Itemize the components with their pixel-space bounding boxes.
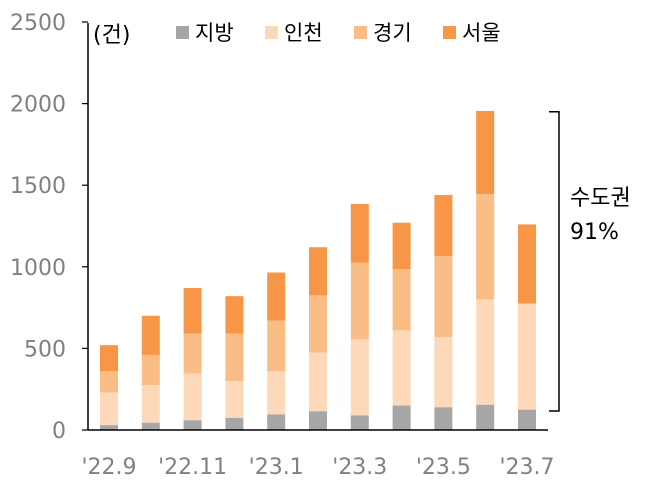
y-tick-label: 500	[24, 337, 66, 362]
bar-segment	[100, 345, 118, 372]
annotation-bracket: 수도권 91%	[549, 111, 631, 412]
legend-item: 경기	[354, 21, 412, 45]
bar-segment	[476, 194, 495, 300]
bar-segment	[350, 203, 369, 263]
bar-stack	[309, 247, 327, 430]
bar-segment	[183, 420, 202, 430]
x-tick-label: '23.5	[416, 455, 471, 480]
bar-segment	[434, 194, 453, 257]
y-tick-label: 2500	[10, 11, 66, 36]
bar-segment	[392, 222, 411, 270]
legend-label: 인천	[284, 21, 323, 45]
legend-item: 인천	[265, 21, 323, 45]
bar-segment	[100, 425, 118, 430]
legend-item: 지방	[176, 21, 234, 45]
bar-segment	[518, 409, 536, 430]
bar-segment	[267, 371, 286, 415]
bar-segment	[267, 272, 286, 321]
bar-segment	[518, 224, 536, 304]
y-tick-label: 1000	[10, 256, 66, 281]
bar-stack	[267, 272, 286, 430]
bar-segment	[434, 407, 453, 430]
bar-segment	[392, 405, 411, 430]
x-axis-ticks: '22.9 '22.11 '23.1 '23.3 '23.5 '23.7	[81, 455, 554, 480]
legend-label: 경기	[373, 21, 412, 45]
x-tick-label: '23.7	[499, 455, 554, 480]
legend-item: 서울	[443, 21, 501, 45]
bar-segment	[225, 381, 244, 418]
legend-label: 서울	[462, 21, 501, 45]
bar-segment	[141, 315, 160, 355]
bar-segment	[225, 296, 244, 334]
bar-segment	[392, 330, 411, 406]
bar-segment	[183, 373, 202, 421]
bar-segment	[183, 333, 202, 374]
legend-swatch	[354, 26, 367, 39]
bar-segment	[267, 414, 286, 430]
y-tick-label: 2000	[10, 93, 66, 118]
bar-segment	[350, 415, 369, 430]
bar-segment	[309, 352, 327, 412]
bar-stack	[476, 110, 495, 430]
bar-segment	[183, 288, 202, 334]
bar-segment	[309, 411, 327, 430]
bar-segment	[100, 371, 118, 393]
bar-stack	[434, 194, 453, 430]
annotation-text: 수도권	[570, 186, 631, 211]
bar-segment	[141, 422, 160, 430]
x-tick-label: '23.3	[332, 455, 387, 480]
bar-segment	[350, 339, 369, 416]
bar-stack	[141, 315, 160, 430]
legend-swatch	[443, 26, 456, 39]
legend-swatch	[176, 26, 189, 39]
bar-stack	[225, 296, 244, 430]
bar-segment	[350, 262, 369, 340]
x-tick-label: '22.9	[81, 455, 136, 480]
bar-segment	[309, 295, 327, 353]
x-tick-label: '23.1	[249, 455, 304, 480]
bar-segment	[267, 320, 286, 372]
bar-stack	[518, 224, 536, 430]
annotation-text: 91%	[570, 220, 619, 245]
x-tick-label: '22.11	[158, 455, 227, 480]
unit-label: (건)	[93, 23, 130, 48]
bar-segment	[476, 110, 495, 195]
bar-stack	[392, 222, 411, 430]
bar-segment	[100, 392, 118, 426]
bar-segment	[141, 385, 160, 423]
bar-stack	[350, 203, 369, 430]
y-tick-label: 1500	[10, 174, 66, 199]
bar-segment	[518, 303, 536, 410]
legend: 지방 인천 경기 서울	[176, 21, 501, 45]
bar-segment	[476, 404, 495, 430]
bar-stack	[100, 345, 118, 430]
y-axis-ticks: 0 500 1000 1500 2000 2500	[10, 11, 88, 444]
legend-label: 지방	[195, 21, 234, 45]
bar-segment	[225, 417, 244, 430]
bar-segment	[309, 247, 327, 296]
bar-segment	[141, 354, 160, 386]
legend-swatch	[265, 26, 278, 39]
bar-segment	[434, 336, 453, 408]
y-tick-label: 0	[52, 419, 66, 444]
bar-segment	[476, 299, 495, 405]
bar-segment	[434, 256, 453, 337]
bracket-line	[549, 111, 560, 412]
bar-stack	[183, 288, 202, 430]
bar-stacks	[100, 110, 536, 430]
bar-segment	[225, 333, 244, 382]
bar-segment	[392, 269, 411, 331]
